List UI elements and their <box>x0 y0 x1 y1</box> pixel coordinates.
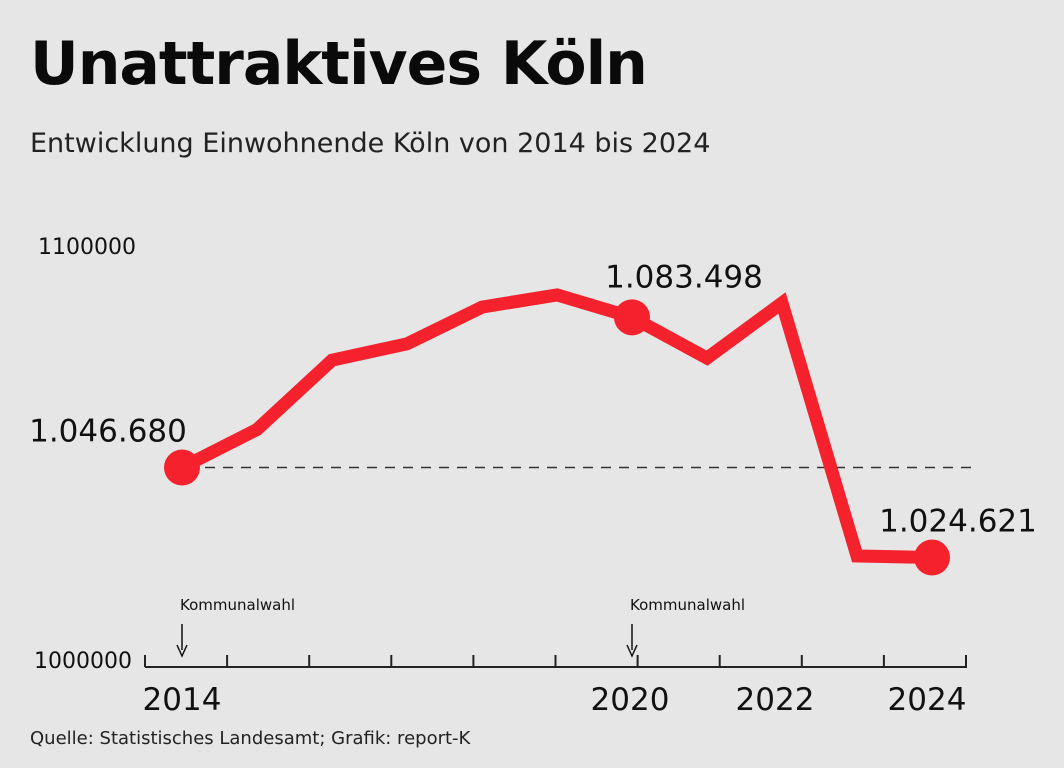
x-tick-label: 2022 <box>736 682 815 718</box>
series-line-layer <box>179 288 933 564</box>
series-line <box>179 288 933 564</box>
y-tick-label: 1100000 <box>38 235 136 260</box>
x-tick-label: 2014 <box>143 682 222 718</box>
x-tick-label: 2020 <box>591 682 670 718</box>
event-label: Kommunalwahl <box>630 596 745 614</box>
data-label: 1.083.498 <box>605 259 763 295</box>
x-axis: 1000000 1100000 2014 2020 2022 2024 <box>34 235 967 718</box>
x-tick-label: 2024 <box>888 682 967 718</box>
data-label: 1.046.680 <box>29 414 187 450</box>
event-label: Kommunalwahl <box>180 596 295 614</box>
data-point <box>914 539 950 576</box>
source-note: Quelle: Statistisches Landesamt; Grafik:… <box>30 728 471 749</box>
data-point-layer <box>164 299 950 576</box>
data-point <box>164 449 200 486</box>
chart-subtitle: Entwicklung Einwohnende Köln von 2014 bi… <box>30 128 711 159</box>
event-arrowhead <box>176 644 188 658</box>
y-tick-label: 1000000 <box>34 649 132 674</box>
event-marker-layer: Kommunalwahl Kommunalwahl <box>176 596 745 658</box>
label-layer: 1.046.680 1.083.498 1.024.621 <box>29 259 1037 539</box>
data-label: 1.024.621 <box>879 504 1037 540</box>
event-arrowhead <box>626 644 638 658</box>
chart-title: Unattraktives Köln <box>30 29 648 99</box>
data-point <box>614 299 650 336</box>
